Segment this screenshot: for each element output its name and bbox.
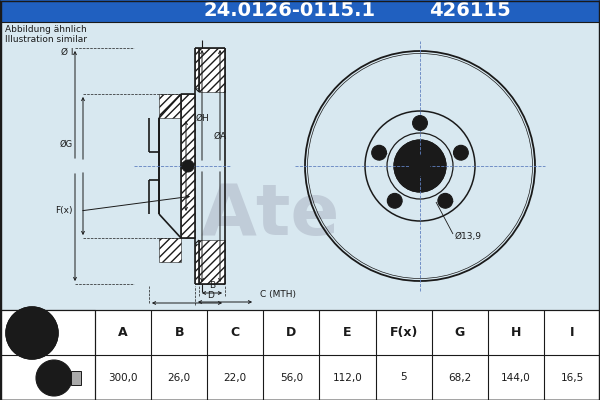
Circle shape (16, 317, 48, 349)
Text: 16,5: 16,5 (560, 372, 584, 382)
Circle shape (413, 116, 427, 130)
Circle shape (372, 145, 386, 160)
Circle shape (37, 341, 42, 346)
Bar (199, 48, 225, 92)
Bar (0, 22, 600, 310)
Text: E: E (343, 326, 352, 339)
Text: Ø13,9: Ø13,9 (455, 232, 482, 240)
Circle shape (41, 327, 46, 332)
Circle shape (182, 160, 194, 172)
Text: C (MTH): C (MTH) (260, 290, 296, 300)
Circle shape (29, 318, 35, 323)
Bar (71, 371, 81, 385)
Text: D: D (286, 326, 296, 339)
Circle shape (438, 193, 452, 208)
Text: 26,0: 26,0 (167, 372, 191, 382)
Circle shape (410, 156, 430, 176)
Bar (195, 244, 199, 284)
Text: 22,0: 22,0 (224, 372, 247, 382)
Text: F(x): F(x) (389, 326, 418, 339)
Circle shape (185, 163, 191, 169)
Circle shape (388, 193, 402, 208)
Text: 426115: 426115 (429, 2, 511, 20)
Circle shape (455, 147, 466, 158)
Text: 68,2: 68,2 (448, 372, 472, 382)
Circle shape (389, 195, 400, 206)
Text: 5: 5 (400, 372, 407, 382)
Bar (0, 310, 95, 400)
Circle shape (24, 325, 40, 341)
Text: A: A (118, 326, 128, 339)
Text: 144,0: 144,0 (501, 372, 531, 382)
Bar (195, 48, 199, 88)
Bar (159, 94, 181, 118)
Text: 56,0: 56,0 (280, 372, 303, 382)
Text: ØG: ØG (60, 140, 73, 148)
Bar (159, 238, 181, 262)
Circle shape (36, 360, 72, 396)
Text: Ate: Ate (200, 180, 340, 250)
Text: H: H (511, 326, 521, 339)
Text: B: B (175, 326, 184, 339)
Circle shape (404, 150, 436, 182)
Text: G: G (455, 326, 465, 339)
Bar (0, 310, 600, 400)
Text: 112,0: 112,0 (332, 372, 362, 382)
Text: B: B (209, 282, 215, 290)
Text: 300,0: 300,0 (109, 372, 138, 382)
Text: C: C (231, 326, 240, 339)
Circle shape (6, 307, 58, 359)
Text: Illustration similar: Illustration similar (5, 36, 87, 44)
Bar (199, 240, 225, 284)
Text: ØE: ØE (179, 162, 193, 170)
Circle shape (374, 147, 385, 158)
Circle shape (17, 327, 23, 332)
Text: ØH: ØH (195, 114, 209, 122)
Circle shape (454, 145, 468, 160)
Circle shape (28, 329, 36, 337)
Text: 24.0126-0115.1: 24.0126-0115.1 (204, 2, 376, 20)
Text: F(x): F(x) (55, 206, 73, 216)
Bar (181, 94, 195, 238)
Circle shape (22, 341, 27, 346)
Text: Ø I: Ø I (61, 48, 74, 56)
Bar (0, 0, 600, 22)
Circle shape (46, 370, 62, 386)
Text: I: I (569, 326, 574, 339)
Text: D: D (207, 290, 214, 300)
Circle shape (440, 195, 451, 206)
Text: Abbildung ähnlich: Abbildung ähnlich (5, 26, 87, 34)
Circle shape (415, 118, 425, 128)
Text: ØA: ØA (214, 132, 227, 140)
Circle shape (394, 140, 446, 192)
